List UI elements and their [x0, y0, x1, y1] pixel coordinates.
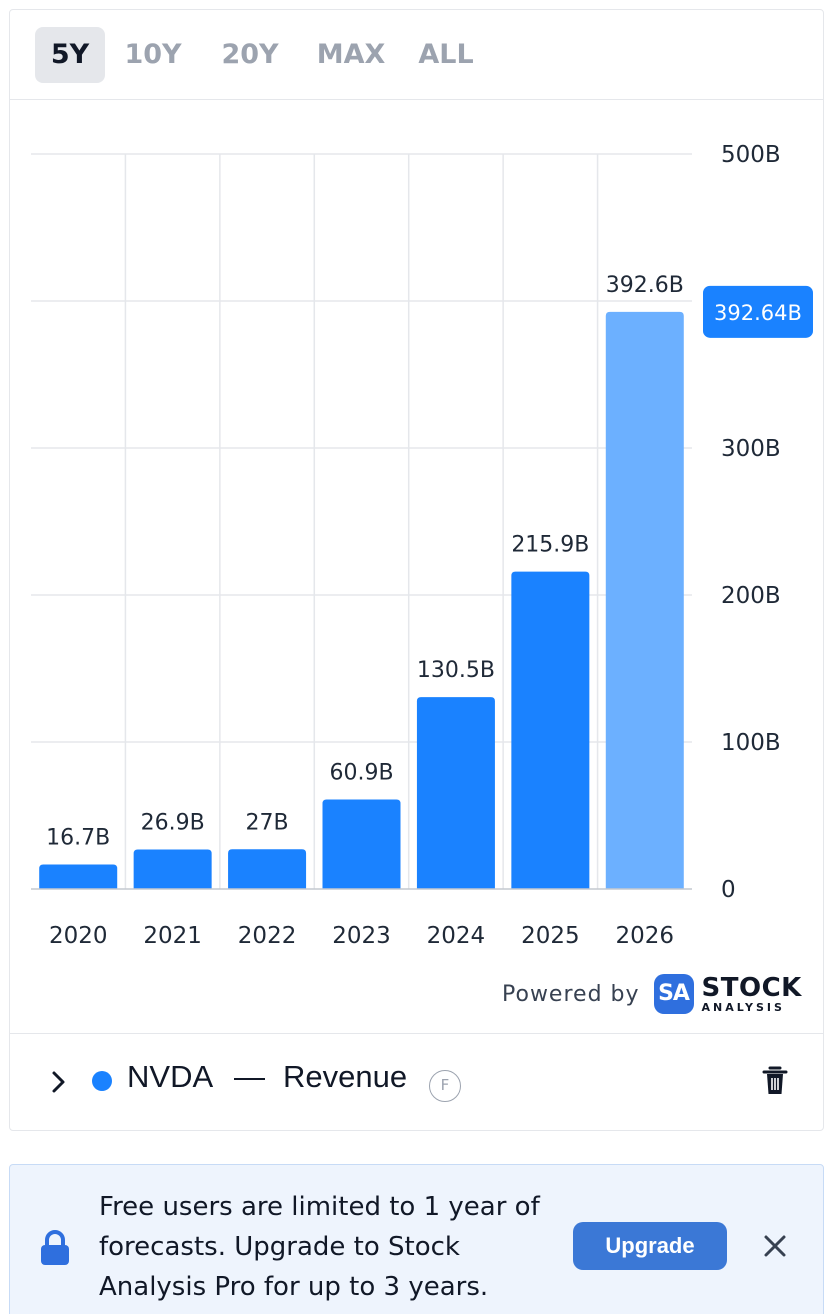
x-tick-2024: 2024 [427, 923, 486, 949]
x-tick-2021: 2021 [143, 923, 202, 949]
x-tick-2025: 2025 [521, 923, 580, 949]
close-icon[interactable] [759, 1230, 791, 1262]
powered-by-text: Powered by [502, 981, 640, 1007]
data-label-2026: 392.6B [606, 273, 684, 298]
series-ticker: NVDA [127, 1059, 214, 1094]
chevron-right-icon[interactable] [44, 1067, 74, 1097]
x-tick-2022: 2022 [238, 923, 297, 949]
y-tick-500B: 500B [721, 142, 781, 168]
bar-2022 [228, 849, 307, 889]
data-label-2022: 27B [246, 810, 289, 835]
notice-text: Free users are limited to 1 year of fore… [99, 1192, 540, 1302]
upgrade-button[interactable]: Upgrade [573, 1222, 727, 1270]
bar-2024 [416, 697, 495, 889]
x-tick-2026: 2026 [616, 923, 675, 949]
bar-2026 [605, 311, 684, 889]
current-value-badge [703, 285, 813, 338]
x-tick-2020: 2020 [49, 923, 108, 949]
lock-icon [41, 1230, 69, 1265]
bar-2025 [511, 571, 590, 889]
tab-5y[interactable]: 5Y [35, 27, 105, 83]
y-tick-0: 0 [721, 877, 736, 903]
y-tick-300B: 300B [721, 436, 781, 462]
tab-all[interactable]: ALL [418, 39, 474, 70]
data-label-2020: 16.7B [46, 825, 110, 850]
data-label-2025: 215.9B [511, 533, 589, 558]
revenue-bar-chart: 16.7B 2020 26.9B 2021 27B 2022 60.9B 2023 130.5B… [31, 142, 813, 949]
data-label-2021: 26.9B [141, 810, 205, 835]
x-tick-2023: 2023 [332, 923, 391, 949]
chart-card: 5Y 10Y 20Y MAX ALL 16.7B 2020 26.9B 2021 27B… [9, 9, 824, 1131]
stock-analysis-logo-words: STOCK ANALYSIS [702, 975, 802, 1013]
tab-max[interactable]: MAX [316, 39, 386, 70]
range-tabs: 5Y 10Y 20Y MAX ALL [10, 10, 823, 100]
bar-2020 [39, 864, 118, 889]
data-label-2024: 130.5B [417, 658, 495, 683]
y-tick-200B: 200B [721, 583, 781, 609]
series-separator: — [234, 1059, 265, 1094]
forecast-badge: F [429, 1070, 461, 1102]
tab-10y[interactable]: 10Y [124, 39, 182, 70]
trash-icon[interactable] [760, 1064, 790, 1098]
bar-2023 [322, 799, 401, 889]
bar-2021 [133, 849, 212, 889]
y-tick-100B: 100B [721, 730, 781, 756]
powered-by: Powered by SA STOCK ANALYSIS [502, 972, 802, 1016]
forecast-limit-notice: Free users are limited to 1 year of fore… [9, 1164, 824, 1314]
series-metric: Revenue [283, 1059, 408, 1094]
series-color-dot [92, 1071, 112, 1091]
tab-20y[interactable]: 20Y [221, 39, 279, 70]
data-label-2023: 60.9B [329, 760, 393, 785]
series-legend-row: NVDA — Revenue F [10, 1033, 823, 1131]
current-value-label: 392.64B [714, 301, 802, 325]
stock-analysis-logo-badge: SA [653, 974, 694, 1014]
logo-word-analysis: ANALYSIS [701, 1001, 785, 1014]
logo-word-stock: STOCK [701, 973, 802, 1003]
